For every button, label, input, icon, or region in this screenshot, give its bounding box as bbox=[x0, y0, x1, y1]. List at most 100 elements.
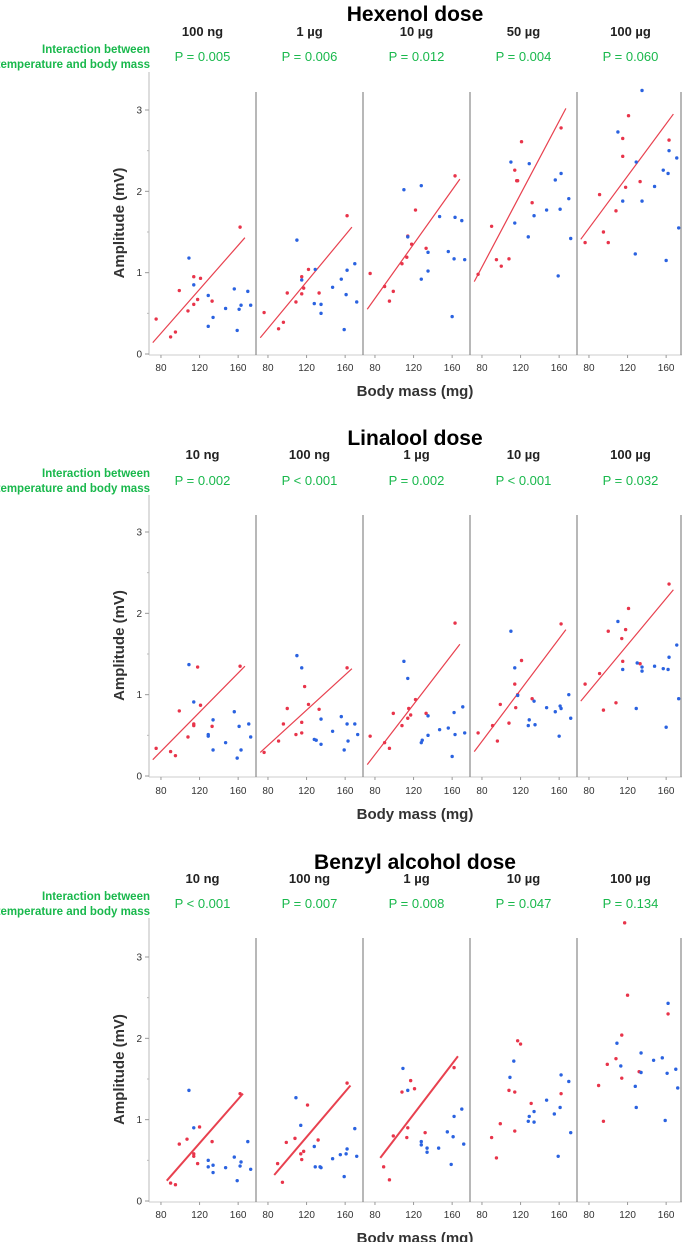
data-point-blue bbox=[667, 655, 671, 659]
data-point-red bbox=[192, 723, 196, 728]
panel-2: 10 µg P = 0.012 80 120 160 bbox=[362, 24, 467, 374]
data-point-blue bbox=[666, 171, 670, 176]
data-point-blue bbox=[344, 1152, 348, 1156]
data-point-red bbox=[168, 1181, 173, 1185]
data-point-red bbox=[494, 257, 499, 262]
data-point-red bbox=[626, 606, 631, 611]
data-point-blue bbox=[640, 199, 644, 203]
x-tick-label: 160 bbox=[444, 786, 461, 797]
data-point-blue bbox=[633, 1084, 637, 1089]
data-point-red bbox=[499, 264, 503, 268]
data-point-blue bbox=[344, 292, 348, 297]
data-point-blue bbox=[402, 659, 406, 664]
data-point-red bbox=[423, 1130, 427, 1135]
panel-1: 100 ng P < 0.001 80 120 160 bbox=[255, 447, 360, 797]
x-tick-label: 120 bbox=[298, 1210, 315, 1221]
data-point-blue bbox=[248, 735, 253, 739]
x-tick-label: 80 bbox=[262, 363, 274, 374]
data-point-blue bbox=[446, 726, 450, 730]
data-point-red bbox=[280, 1180, 285, 1184]
data-point-red bbox=[301, 1149, 306, 1154]
data-point-red bbox=[300, 292, 304, 296]
data-point-blue bbox=[342, 748, 346, 752]
interaction-label-line2: temperature and body mass bbox=[0, 59, 150, 71]
data-point-blue bbox=[639, 1070, 643, 1075]
data-point-blue bbox=[616, 130, 620, 134]
data-point-red bbox=[620, 1033, 624, 1037]
data-point-blue bbox=[449, 1162, 453, 1167]
p-value: P < 0.001 bbox=[496, 473, 552, 488]
data-point-red bbox=[601, 1119, 606, 1123]
data-point-red bbox=[412, 1087, 417, 1091]
p-value: P = 0.134 bbox=[603, 896, 659, 911]
data-point-blue bbox=[635, 661, 639, 665]
x-tick-label: 120 bbox=[191, 363, 208, 374]
x-tick-label: 120 bbox=[191, 1210, 208, 1221]
interaction-label-line2: temperature and body mass bbox=[0, 906, 150, 918]
y-tick-label: 1 bbox=[136, 690, 142, 701]
data-point-blue bbox=[509, 160, 513, 164]
data-point-blue bbox=[676, 226, 681, 230]
data-point-blue bbox=[445, 1130, 450, 1134]
x-tick-label: 80 bbox=[369, 363, 381, 374]
data-point-blue bbox=[355, 300, 359, 304]
data-point-blue bbox=[206, 1158, 210, 1163]
x-tick-label: 80 bbox=[476, 363, 488, 374]
data-point-blue bbox=[238, 1164, 242, 1168]
data-point-blue bbox=[569, 1130, 573, 1135]
data-point-red bbox=[494, 1156, 499, 1160]
x-tick-label: 160 bbox=[230, 1210, 247, 1221]
data-point-blue bbox=[569, 236, 573, 241]
data-point-blue bbox=[557, 734, 561, 738]
data-point-red bbox=[519, 140, 524, 144]
regression-line bbox=[379, 1055, 459, 1159]
data-point-blue bbox=[663, 1118, 667, 1123]
data-point-blue bbox=[652, 664, 657, 668]
data-point-blue bbox=[211, 718, 215, 722]
data-point-red bbox=[210, 1139, 214, 1144]
data-point-blue bbox=[401, 1066, 405, 1071]
regression-line bbox=[259, 226, 353, 339]
data-point-blue bbox=[553, 710, 557, 714]
p-value: P = 0.006 bbox=[282, 49, 338, 64]
data-point-red bbox=[285, 706, 289, 711]
data-point-blue bbox=[353, 722, 357, 726]
data-point-blue bbox=[237, 307, 241, 311]
y-tick-label: 1 bbox=[136, 1115, 142, 1126]
data-point-red bbox=[173, 753, 178, 758]
data-point-blue bbox=[460, 1107, 464, 1111]
data-point-red bbox=[605, 1062, 609, 1067]
data-point-blue bbox=[239, 1160, 243, 1164]
data-point-blue bbox=[406, 676, 410, 681]
data-point-red bbox=[406, 716, 410, 720]
data-point-blue bbox=[452, 257, 456, 261]
x-tick-label: 120 bbox=[619, 363, 636, 374]
data-point-red bbox=[621, 136, 625, 141]
p-value: P = 0.047 bbox=[496, 896, 552, 911]
interaction-label-line1: Interaction between bbox=[42, 44, 150, 56]
x-tick-label: 80 bbox=[583, 786, 595, 797]
data-point-red bbox=[507, 257, 511, 261]
data-point-blue bbox=[425, 1150, 429, 1154]
data-point-blue bbox=[437, 214, 442, 219]
data-point-red bbox=[301, 286, 306, 290]
data-point-red bbox=[186, 735, 190, 739]
data-point-blue bbox=[544, 208, 549, 212]
panel-1: 1 µg P = 0.006 80 120 160 bbox=[255, 24, 359, 374]
data-point-blue bbox=[426, 250, 430, 255]
data-point-blue bbox=[462, 257, 467, 262]
data-point-blue bbox=[532, 699, 536, 703]
data-point-blue bbox=[567, 1079, 571, 1084]
data-point-red bbox=[597, 192, 602, 197]
dose-label: 10 µg bbox=[507, 447, 541, 462]
data-point-red bbox=[507, 1088, 511, 1093]
y-axis-label: Amplitude (mV) bbox=[111, 168, 128, 279]
data-point-red bbox=[498, 1122, 502, 1126]
data-point-blue bbox=[633, 252, 637, 256]
data-point-blue bbox=[569, 716, 573, 720]
data-point-red bbox=[614, 701, 618, 705]
panel-2: 1 µg P = 0.008 80 120 160 bbox=[362, 871, 466, 1221]
regression-line bbox=[166, 1092, 244, 1182]
data-point-blue bbox=[319, 1165, 323, 1170]
data-point-red bbox=[530, 201, 534, 205]
